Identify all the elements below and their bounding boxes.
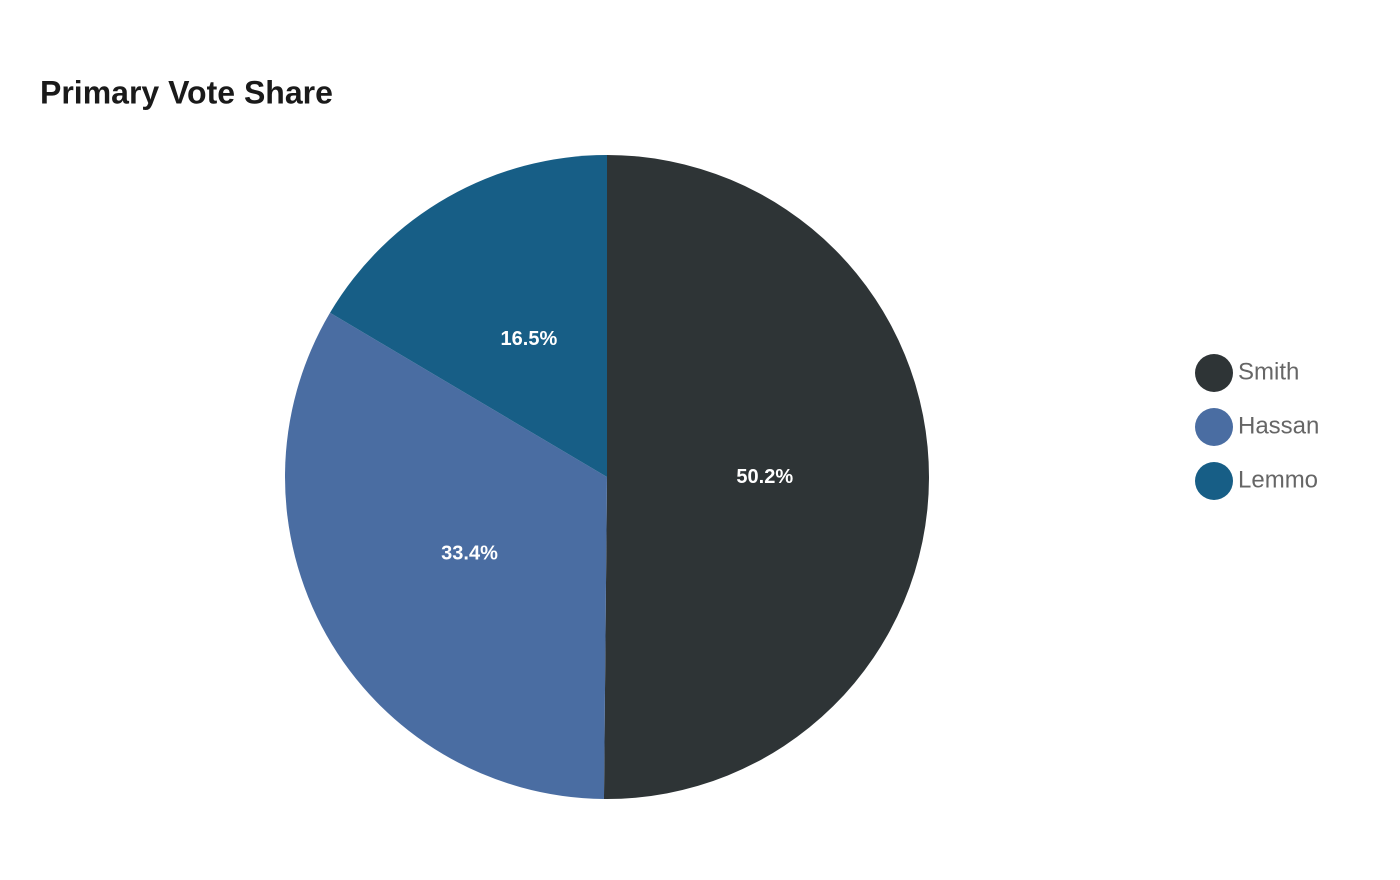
legend-swatch <box>1195 462 1233 500</box>
pie-slice <box>330 154 607 477</box>
legend-swatch <box>1195 354 1233 392</box>
pie-slice <box>285 312 607 799</box>
legend-label: Smith <box>1238 358 1299 385</box>
legend-label: Hassan <box>1238 412 1319 439</box>
data-label: 33.4% <box>441 543 498 565</box>
chart-title: Primary Vote Share <box>40 74 333 110</box>
pie-slice <box>603 155 930 799</box>
legend-label: Lemmo <box>1238 466 1318 493</box>
data-label: 50.2% <box>736 466 793 488</box>
data-label: 16.5% <box>501 328 558 350</box>
legend-swatch <box>1195 408 1233 446</box>
